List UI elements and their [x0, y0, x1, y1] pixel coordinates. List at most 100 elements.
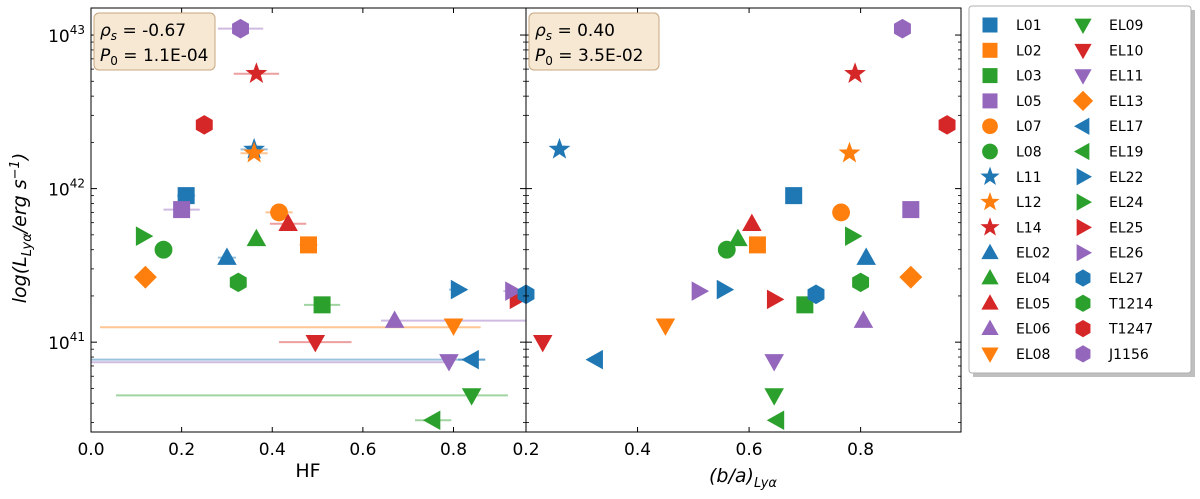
legend-marker-L05	[982, 93, 998, 109]
left-stat-p: P0 = 1.1E-04	[100, 46, 209, 68]
right-stat-p: P0 = 3.5E-02	[535, 46, 644, 68]
right-points	[532, 18, 956, 431]
legend-marker-L07	[982, 118, 998, 135]
legend-label-EL19: EL19	[1109, 145, 1143, 161]
right-panel-frame	[525, 7, 962, 433]
legend-frame	[968, 5, 1192, 374]
left-y-ticks: 1041 1042 1043	[48, 23, 526, 423]
legend-label-L01: L01	[1016, 18, 1042, 34]
point-T1247	[195, 115, 213, 135]
legend-marker-EL17	[1074, 117, 1090, 135]
legend-marker-L02	[982, 42, 998, 58]
point-EL25	[766, 289, 785, 310]
point-EL24	[135, 226, 154, 246]
legend-marker-L01	[982, 17, 998, 33]
legend-marker-EL13	[1072, 90, 1094, 112]
legend-marker-L14	[980, 217, 1000, 236]
legend-label-L05: L05	[1016, 94, 1042, 110]
left-errorbars	[91, 319, 526, 397]
right-stat-box: ρs = 0.40 P0 = 3.5E-02	[528, 12, 660, 71]
point-EL13	[899, 265, 923, 289]
point-EL26	[691, 281, 710, 301]
left-x-tick-label: 0.6	[349, 440, 376, 460]
point-L14	[844, 62, 866, 83]
point-T1214	[229, 272, 247, 293]
legend-marker-EL24	[1076, 193, 1092, 211]
point-EL05	[742, 213, 762, 232]
legend-label-EL08: EL08	[1016, 347, 1050, 363]
point-EL02	[856, 247, 876, 265]
legend-label-T1214: T1214	[1108, 296, 1153, 312]
legend-marker-EL19	[1074, 142, 1090, 161]
legend-entries: L01 L02 L03 L05 L07 L08 L11 L12 L14 EL02 EL04 EL05 E…	[980, 17, 1153, 363]
right-x-tick-label: 0.8	[847, 440, 874, 460]
left-x-ticks: 0.0 0.2 0.4 0.6 0.8	[77, 8, 467, 460]
point-L14	[245, 62, 268, 83]
point-L12	[243, 141, 266, 163]
point-EL22	[716, 279, 735, 300]
legend-label-EL26: EL26	[1109, 246, 1144, 262]
legend-label-EL24: EL24	[1109, 195, 1144, 211]
point-EL09	[461, 388, 482, 406]
y-axis-label-sup: −1	[8, 160, 23, 179]
point-EL13	[133, 265, 157, 289]
left-stat-box-frame	[93, 12, 216, 71]
legend-label-EL25: EL25	[1109, 220, 1143, 236]
legend-marker-EL04	[981, 269, 999, 285]
legend-marker-T1247	[1075, 319, 1091, 338]
point-L07	[270, 203, 288, 222]
point-L02	[300, 236, 317, 254]
left-stat-box: ρs = -0.67 P0 = 1.1E-04	[93, 12, 216, 71]
point-EL17	[461, 349, 479, 370]
legend-label-EL11: EL11	[1109, 69, 1143, 85]
point-J1156	[893, 18, 911, 39]
y-tick-label: 1041	[48, 330, 85, 354]
legend-label-EL27: EL27	[1109, 271, 1143, 287]
legend-marker-L11	[980, 166, 1000, 185]
point-L12	[838, 141, 861, 163]
legend-marker-EL09	[1074, 18, 1092, 34]
legend: L01 L02 L03 L05 L07 L08 L11 L12 L14 EL02 EL04 EL05 E…	[968, 5, 1195, 377]
point-L05	[902, 201, 920, 219]
legend-marker-EL08	[981, 347, 999, 363]
point-EL26	[505, 281, 523, 301]
legend-marker-EL02	[981, 243, 999, 260]
point-EL06	[384, 310, 405, 328]
legend-label-EL09: EL09	[1109, 18, 1143, 34]
point-EL24	[845, 226, 863, 246]
left-x-tick-label: 0.8	[440, 440, 467, 460]
point-EL08	[655, 318, 676, 336]
legend-marker-L08	[982, 143, 998, 160]
point-EL19	[766, 410, 785, 431]
legend-label-L02: L02	[1016, 43, 1042, 59]
legend-label-L12: L12	[1016, 195, 1042, 211]
legend-label-EL05: EL05	[1016, 296, 1050, 312]
panel-right: 0.2 0.4 0.6 0.8 (b/a)Lyα ρs = 0.40 P0 = 3.5…	[512, 7, 962, 491]
legend-label-L08: L08	[1016, 145, 1042, 161]
point-L07	[832, 203, 851, 222]
y-axis-label-sub: Lyα	[20, 233, 35, 256]
y-axis-label-close: )	[9, 153, 31, 162]
point-EL10	[532, 334, 553, 353]
left-x-tick-label: 0.4	[259, 440, 286, 460]
point-L11	[548, 137, 571, 159]
y-tick-label: 1042	[48, 177, 85, 201]
left-stat-rho: ρs = -0.67	[100, 21, 186, 43]
panel-left: 0.0 0.2 0.4 0.6 0.8 1041 1042 1043 HF ρs = -0.…	[48, 7, 535, 482]
y-axis-label: log(LLyα/erg s−1)	[8, 153, 35, 304]
right-x-axis-label: (b/a)Lyα	[709, 465, 777, 491]
point-L02	[748, 236, 766, 254]
left-points	[133, 18, 535, 431]
left-x-tick-label: 0.0	[77, 440, 104, 460]
point-EL04	[246, 228, 267, 247]
legend-label-EL17: EL17	[1109, 119, 1143, 135]
legend-marker-EL27	[1075, 269, 1091, 287]
right-x-tick-label: 0.6	[736, 440, 763, 460]
legend-label-L03: L03	[1016, 69, 1042, 85]
left-x-tick-label: 0.2	[168, 440, 195, 460]
legend-label-EL04: EL04	[1016, 271, 1051, 287]
legend-marker-EL25	[1076, 218, 1092, 237]
point-EL11	[439, 354, 459, 372]
point-EL10	[305, 334, 326, 353]
